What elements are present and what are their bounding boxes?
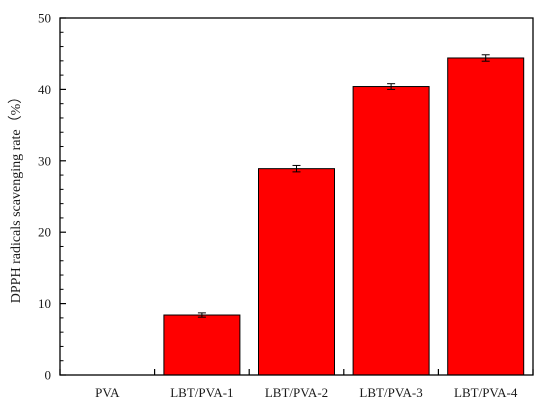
- error-bar-lbt-pva-1: [197, 312, 206, 318]
- error-bars-layer: [197, 54, 490, 318]
- bar-lbt-pva-4: [447, 57, 525, 376]
- y-tick-label: 20: [38, 225, 51, 240]
- error-bar-lbt-pva-3: [387, 83, 396, 90]
- x-tick-label: LBT/PVA-1: [170, 385, 233, 400]
- axes-layer: [59, 17, 534, 376]
- x-tick-label: PVA: [95, 385, 120, 400]
- y-tick-label: 50: [38, 11, 51, 26]
- ticks-layer: [59, 17, 534, 376]
- y-tick-label: 40: [38, 82, 51, 97]
- x-tick-label: LBT/PVA-2: [265, 385, 328, 400]
- labels-layer: 0 10 20 30 40 50 PVA LBT/PVA-1 LBT/PVA-2 LBT/PVA-…: [38, 11, 518, 401]
- y-tick-label: 0: [45, 368, 52, 383]
- bar-lbt-pva-3: [352, 86, 430, 376]
- x-tick-label: LBT/PVA-4: [454, 385, 518, 400]
- bars-layer: [163, 57, 525, 376]
- bar-lbt-pva-1: [163, 314, 241, 376]
- y-axis-title: DPPH radicals scavenging rate（%）: [8, 90, 24, 303]
- y-tick-label: 10: [38, 296, 51, 311]
- y-tick-label: 30: [38, 153, 51, 168]
- x-tick-label: LBT/PVA-3: [359, 385, 422, 400]
- bar-lbt-pva-2: [258, 168, 335, 376]
- error-bar-lbt-pva-4: [481, 54, 490, 62]
- plot-frame: [59, 17, 534, 376]
- error-bar-lbt-pva-2: [292, 164, 301, 173]
